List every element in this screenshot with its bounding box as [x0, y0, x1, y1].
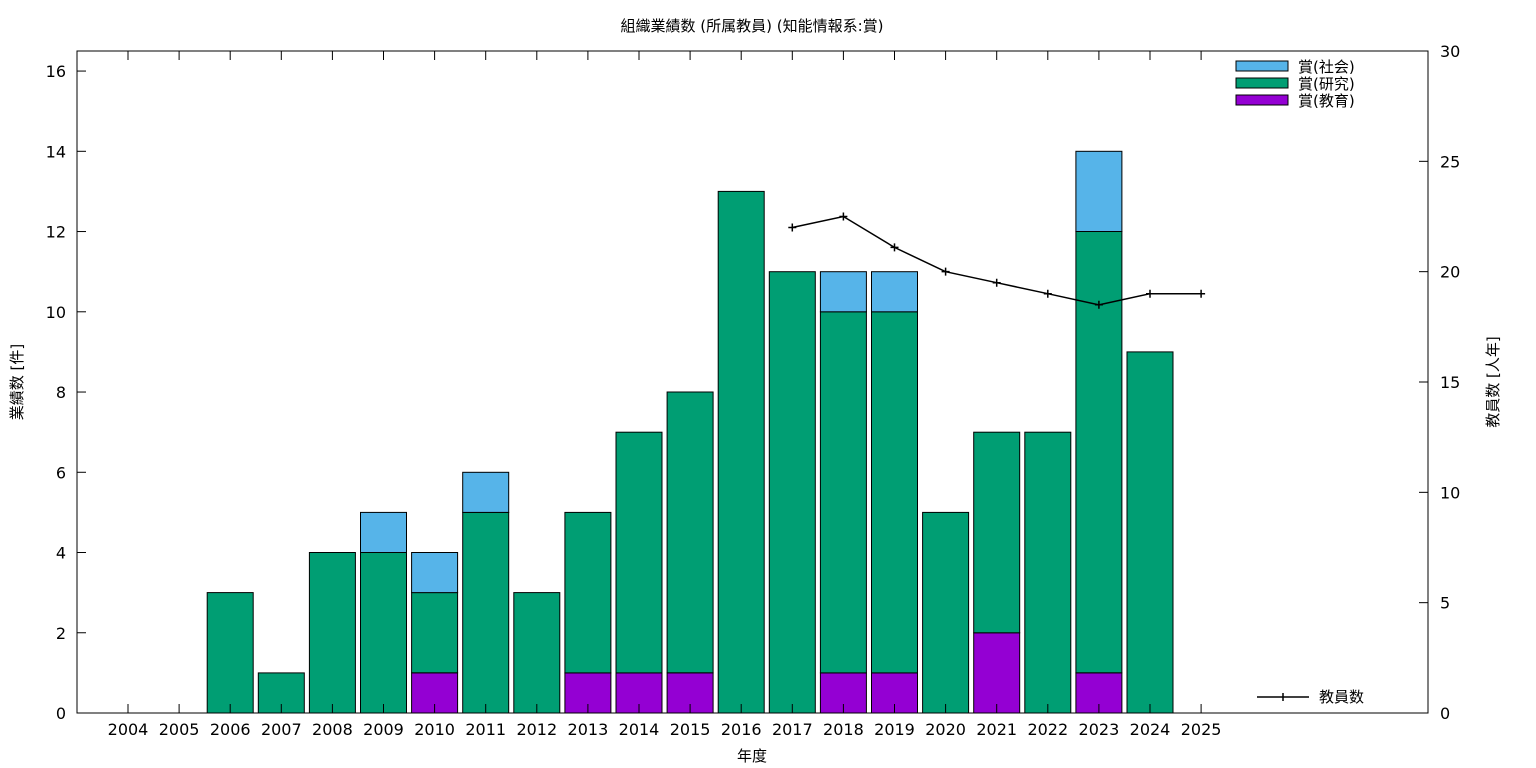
x-tick-label: 2021	[976, 720, 1017, 739]
x-tick-label: 2008	[312, 720, 353, 739]
x-tick-label: 2024	[1130, 720, 1171, 739]
x-tick-label: 2011	[465, 720, 506, 739]
bars-layer	[206, 150, 1174, 714]
bar-2019-research	[871, 311, 918, 674]
x-tick-label: 2016	[721, 720, 762, 739]
line-point-2020	[941, 267, 950, 276]
bar-2021-research	[973, 431, 1021, 634]
y-tick-label: 16	[46, 62, 66, 81]
bar-2010-research	[411, 592, 459, 674]
y2-tick-label: 30	[1440, 42, 1460, 61]
line-point-2017	[788, 223, 797, 232]
bar-2021-edu	[973, 632, 1021, 714]
bar-2011-research	[462, 511, 510, 714]
legend-label: 賞(研究)	[1298, 75, 1355, 93]
line-point-2024	[1146, 289, 1154, 298]
x-axis-label: 年度	[737, 747, 767, 765]
y2-tick-label: 5	[1440, 594, 1450, 613]
y-axis-label: 業績数 [件]	[8, 344, 26, 420]
bar-2014-research	[615, 431, 663, 674]
legend-label: 賞(教育)	[1298, 92, 1355, 110]
legend-label-line: 教員数	[1319, 688, 1364, 706]
bar-2019-social	[871, 271, 918, 313]
x-tick-label: 2007	[261, 720, 302, 739]
y2-tick-label: 20	[1440, 263, 1460, 282]
y-tick-label: 8	[56, 383, 66, 402]
bar-2012-research	[513, 592, 561, 714]
x-tick-label: 2018	[823, 720, 864, 739]
bar-2016-research	[717, 190, 765, 714]
x-tick-label: 2013	[568, 720, 609, 739]
x-tick-label: 2005	[159, 720, 200, 739]
x-tick-label: 2023	[1079, 720, 1120, 739]
y2-tick-label: 10	[1440, 483, 1460, 502]
bar-2024-research	[1126, 351, 1174, 714]
bar-2006-research	[206, 592, 254, 714]
bar-2015-research	[666, 391, 714, 674]
bar-2009-research	[360, 552, 407, 714]
bar-2013-research	[564, 511, 612, 674]
chart-title: 組織業績数 (所属教員) (知能情報系:賞)	[621, 17, 884, 35]
line-point-2025	[1197, 289, 1206, 298]
x-tick-label: 2014	[619, 720, 660, 739]
bar-2011-social	[462, 471, 510, 513]
y2-tick-label: 15	[1440, 373, 1460, 392]
bar-2020-research	[922, 511, 970, 714]
x-tick-label: 2022	[1027, 720, 1068, 739]
line-point-2022	[1043, 289, 1052, 298]
line-point-2021	[992, 278, 1001, 287]
bar-2018-research	[819, 311, 867, 674]
y-tick-label: 0	[56, 704, 66, 723]
bar-2022-research	[1024, 431, 1072, 714]
x-tick-label: 2012	[516, 720, 557, 739]
x-tick-label: 2010	[414, 720, 455, 739]
bar-2018-social	[819, 271, 867, 313]
legend-swatch	[1235, 60, 1289, 72]
bar-2017-research	[768, 271, 816, 714]
x-tick-label: 2004	[108, 720, 149, 739]
line-point-2019	[890, 243, 899, 252]
x-tick-label: 2025	[1181, 720, 1222, 739]
legend-swatch	[1235, 77, 1289, 89]
legend-swatch	[1235, 94, 1289, 106]
bar-2023-research	[1075, 231, 1123, 674]
x-tick-label: 2020	[925, 720, 966, 739]
y-tick-label: 10	[46, 303, 66, 322]
bar-2009-social	[360, 511, 407, 554]
y-tick-label: 6	[56, 463, 66, 482]
bar-2023-social	[1075, 150, 1123, 232]
x-tick-label: 2015	[670, 720, 711, 739]
y-tick-label: 12	[46, 223, 66, 242]
line-point-2018	[839, 212, 848, 221]
x-tick-label: 2009	[363, 720, 404, 739]
y2-tick-label: 0	[1440, 704, 1450, 723]
y-tick-label: 14	[46, 142, 66, 161]
line-point-2023	[1094, 300, 1103, 309]
y2-tick-label: 25	[1440, 152, 1460, 171]
legend-label: 賞(社会)	[1298, 58, 1355, 76]
bar-2010-social	[411, 552, 459, 594]
x-tick-label: 2006	[210, 720, 251, 739]
line-layer	[788, 212, 1206, 309]
x-tick-label: 2019	[874, 720, 915, 739]
y2-axis-label: 教員数 [人年]	[1484, 336, 1502, 427]
legend: 賞(社会)賞(研究)賞(教育) 教員数	[1235, 58, 1364, 706]
x-tick-label: 2017	[772, 720, 813, 739]
y-tick-label: 2	[56, 624, 66, 643]
y-tick-label: 4	[56, 544, 66, 563]
bar-2008-research	[308, 552, 356, 714]
